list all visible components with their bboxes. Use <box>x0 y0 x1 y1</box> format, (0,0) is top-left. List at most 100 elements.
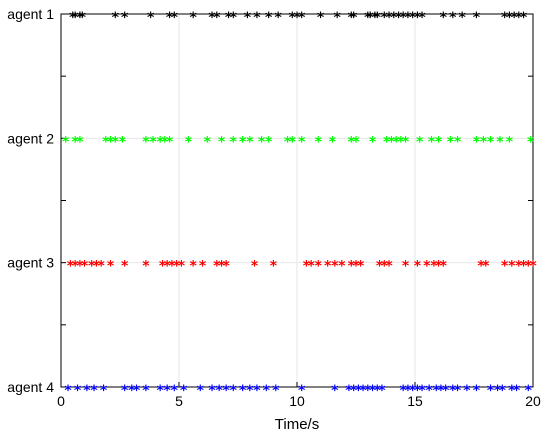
event-marker: * <box>494 383 502 399</box>
event-marker: * <box>435 259 443 275</box>
event-marker: * <box>76 259 84 275</box>
event-marker: * <box>253 383 261 399</box>
event-marker: * <box>171 10 179 26</box>
event-marker: * <box>433 383 441 399</box>
event-marker: * <box>298 134 306 150</box>
event-marker: * <box>428 134 436 150</box>
event-marker: * <box>90 383 98 399</box>
event-marker: * <box>355 383 363 399</box>
event-marker: * <box>392 134 400 150</box>
event-marker: * <box>149 134 157 150</box>
event-marker: * <box>352 134 360 150</box>
event-marker: * <box>164 383 172 399</box>
event-marker: * <box>270 259 278 275</box>
event-marker: * <box>437 383 445 399</box>
event-marker: * <box>97 259 105 275</box>
series-agent-3: **** *** * * * ***** * * *** * * ** * * * * *** *** * * * ***… <box>67 259 538 275</box>
event-marker: * <box>324 259 332 275</box>
event-marker: * <box>208 10 216 26</box>
event-marker: * <box>435 134 443 150</box>
event-marker: * <box>93 259 101 275</box>
event-marker: * <box>69 10 77 26</box>
event-marker: * <box>121 259 129 275</box>
event-marker: * <box>402 134 410 150</box>
event-marker: * <box>230 134 238 150</box>
event-marker: * <box>345 383 353 399</box>
event-marker: * <box>350 383 358 399</box>
event-marker: * <box>74 383 82 399</box>
event-marker: * <box>180 383 188 399</box>
event-marker: * <box>477 259 485 275</box>
event-marker: * <box>414 10 422 26</box>
y-tick-label: agent 3 <box>7 255 54 271</box>
event-marker: * <box>440 10 448 26</box>
event-marker: * <box>510 10 518 26</box>
event-marker: * <box>454 383 462 399</box>
event-marker: * <box>83 383 91 399</box>
event-marker: * <box>185 134 193 150</box>
event-marker: * <box>449 383 457 399</box>
event-marker: * <box>506 134 514 150</box>
event-marker: * <box>390 10 398 26</box>
event-marker: * <box>473 383 481 399</box>
event-marker: * <box>418 383 426 399</box>
event-marker: * <box>107 134 115 150</box>
event-marker: * <box>366 10 374 26</box>
event-marker: * <box>213 259 221 275</box>
event-marker: * <box>147 10 155 26</box>
event-marker: * <box>376 259 384 275</box>
event-marker: * <box>265 134 273 150</box>
event-marker: * <box>359 383 367 399</box>
event-marker: * <box>331 259 339 275</box>
event-marker: * <box>369 134 377 150</box>
x-tick-label: 0 <box>57 393 65 409</box>
event-marker: * <box>71 10 79 26</box>
event-marker: * <box>430 259 438 275</box>
event-marker: * <box>371 10 379 26</box>
x-axis-title: Time/s <box>275 416 319 433</box>
event-marker: * <box>263 383 271 399</box>
event-marker: * <box>142 259 150 275</box>
event-marker: * <box>239 134 247 150</box>
event-marker: * <box>378 383 386 399</box>
event-marker: * <box>88 259 96 275</box>
x-tick-label: 5 <box>175 393 183 409</box>
event-marker: * <box>414 259 422 275</box>
event-marker: * <box>473 134 481 150</box>
event-marker: * <box>374 383 382 399</box>
event-marker: * <box>329 134 337 150</box>
event-marker: * <box>208 383 216 399</box>
event-marker: * <box>395 10 403 26</box>
event-marker: * <box>64 383 72 399</box>
event-marker: * <box>496 134 504 150</box>
event-marker: * <box>364 383 372 399</box>
event-marker: * <box>348 259 356 275</box>
event-marker: * <box>159 259 167 275</box>
x-tick-label: 15 <box>407 393 423 409</box>
event-marker: * <box>501 10 509 26</box>
event-marker: * <box>454 134 462 150</box>
event-marker: * <box>223 259 231 275</box>
event-marker: * <box>258 134 266 150</box>
event-marker: * <box>473 10 481 26</box>
series-agent-4: * * * * * * ** * * * * * * * * * * * * * * * * * ******** ***** * *… <box>64 383 532 399</box>
grid <box>61 13 533 388</box>
event-marker: * <box>272 383 280 399</box>
event-marker: * <box>284 134 292 150</box>
event-marker: * <box>440 259 448 275</box>
event-marker: * <box>338 259 346 275</box>
event-marker: * <box>388 134 396 150</box>
event-marker: * <box>244 10 252 26</box>
event-marker: * <box>298 10 306 26</box>
event-marker: * <box>333 10 341 26</box>
event-marker: * <box>402 259 410 275</box>
event-marker: * <box>513 383 521 399</box>
event-marker: * <box>404 383 412 399</box>
event-marker: * <box>161 134 169 150</box>
y-tick-label: agent 2 <box>7 130 54 146</box>
event-marker: * <box>331 383 339 399</box>
event-marker: * <box>315 259 323 275</box>
event-marker: * <box>487 383 495 399</box>
event-marker: * <box>520 259 528 275</box>
